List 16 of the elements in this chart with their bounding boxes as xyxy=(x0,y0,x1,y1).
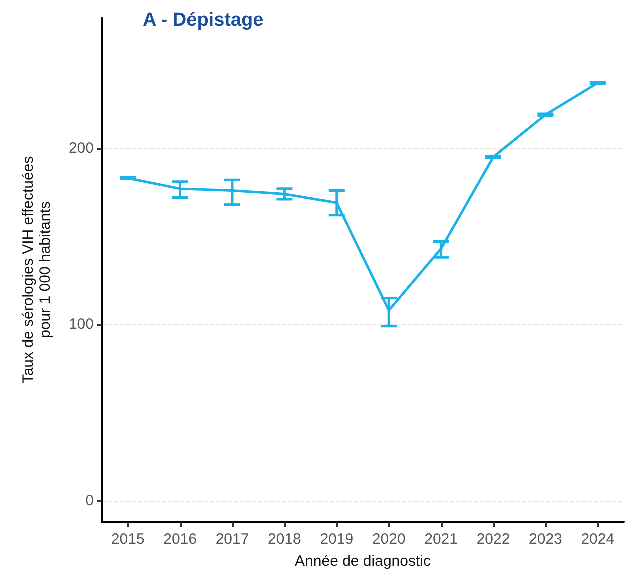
x-tick-label: 2018 xyxy=(268,531,302,548)
x-tick-label: 2023 xyxy=(529,531,562,548)
y-tick-label: 100 xyxy=(68,316,94,334)
y-tick-label: 0 xyxy=(86,492,94,510)
x-tick-label: 2019 xyxy=(320,531,354,548)
x-tick-label: 2017 xyxy=(216,531,250,548)
x-tick-label: 2016 xyxy=(164,531,197,548)
x-tick-label: 2022 xyxy=(476,531,510,548)
x-tick-label: 2015 xyxy=(111,531,145,548)
chart-title: A - Dépistage xyxy=(143,10,264,31)
y-tick-label: 200 xyxy=(68,140,94,157)
x-tick-label: 2021 xyxy=(424,531,458,548)
x-tick-label: 2024 xyxy=(581,531,615,548)
y-axis-title: Taux de sérologies VIH effectuées pour 1 000 habitants xyxy=(20,156,54,384)
x-axis-title: Année de diagnostic xyxy=(295,553,432,570)
x-tick-label: 2020 xyxy=(372,531,406,548)
